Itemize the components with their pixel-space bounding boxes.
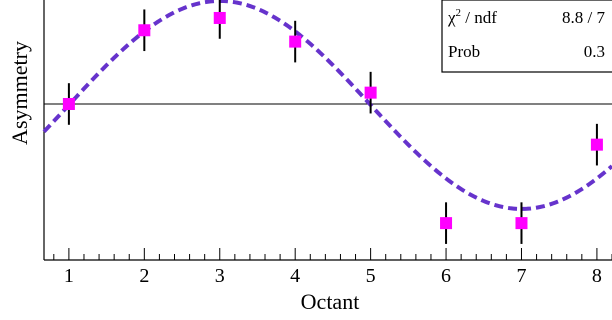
stats-row-prob-value: 0.3 (584, 42, 605, 61)
stats-row-chi2-value: 8.8 / 7 (562, 8, 605, 27)
data-point (289, 20, 302, 63)
data-point-marker (515, 217, 528, 230)
data-points-layer (62, 0, 603, 244)
x-tick-label: 5 (366, 265, 376, 287)
data-point (440, 202, 453, 244)
stats-box-frame (441, 0, 612, 73)
x-tick-label: 8 (592, 265, 602, 287)
x-tick-label: 3 (215, 265, 225, 287)
data-point-marker (213, 11, 226, 24)
data-point-marker (590, 138, 603, 151)
y-axis-label: Asymmetry (7, 41, 32, 145)
data-point (62, 83, 75, 125)
stats-row-prob-label: Prob (448, 42, 480, 61)
data-point (515, 202, 528, 244)
x-tick-label: 1 (64, 265, 74, 287)
data-point (213, 0, 226, 39)
data-point-marker (62, 98, 75, 110)
data-point (364, 71, 377, 114)
data-point (138, 9, 151, 52)
x-tick-label: 6 (441, 265, 451, 287)
data-point-marker (138, 24, 151, 37)
x-tick-label: 2 (139, 265, 149, 287)
stats-box: χ2 / ndf 8.8 / 7 Prob 0.3 (441, 0, 612, 73)
data-point-marker (364, 86, 377, 99)
data-point-marker (440, 217, 453, 230)
data-point (590, 123, 603, 166)
stats-row-chi2-label: χ2 / ndf (447, 7, 497, 27)
x-tick-label: 7 (516, 265, 526, 287)
x-axis-ticks: 1 2 3 4 5 6 7 8 (53, 248, 612, 287)
x-axis-label: Octant (301, 289, 360, 314)
data-point-marker (289, 35, 302, 48)
x-tick-label: 4 (290, 265, 300, 287)
